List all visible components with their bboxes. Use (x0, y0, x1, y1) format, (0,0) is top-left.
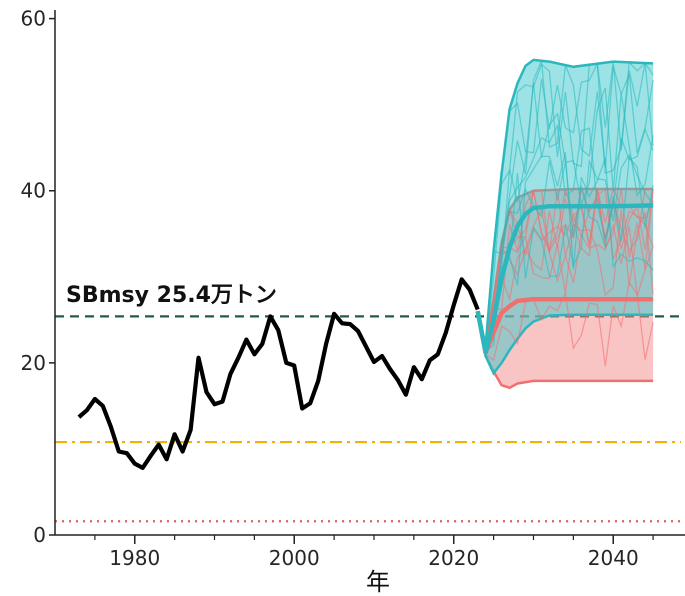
x-tick-label: 2020 (428, 546, 479, 570)
axes (54, 10, 685, 536)
historical-line (77, 277, 480, 470)
sample-trajectory (477, 60, 654, 349)
historical-series (77, 277, 480, 470)
x-tick-label: 2000 (269, 546, 320, 570)
x-axis-label: 年 (366, 568, 390, 596)
sample-trajectory (477, 188, 654, 348)
sbmsy-annotation: SBmsy 25.4万トン (66, 283, 277, 308)
y-tick-label: 20 (21, 351, 46, 375)
sample-trajectories (477, 60, 654, 367)
y-tick-label: 60 (21, 7, 46, 31)
y-tick-label: 40 (21, 179, 46, 203)
sample-trajectory (477, 155, 654, 352)
reference-lines (55, 315, 681, 523)
projection-lower-1 (476, 310, 654, 376)
x-tick-label: 1980 (109, 546, 160, 570)
x-tick-label: 2040 (588, 546, 639, 570)
y-tick-label: 0 (33, 523, 46, 547)
projection-median-1 (475, 203, 654, 355)
projection-medians (475, 203, 654, 355)
y-axis-ticks: 0 20 40 60 (21, 7, 55, 547)
sample-trajectory (477, 60, 654, 346)
sample-trajectory (477, 206, 654, 351)
x-axis-ticks: 1980 2000 2020 2040 (94, 535, 654, 570)
